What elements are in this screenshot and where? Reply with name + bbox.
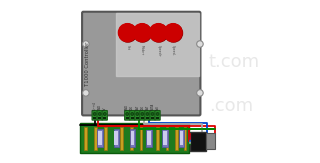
FancyBboxPatch shape: [140, 111, 145, 120]
Circle shape: [98, 112, 101, 115]
Text: CLK: CLK: [140, 105, 144, 110]
Bar: [156, 117, 159, 119]
Bar: [163, 129, 168, 147]
Bar: [151, 117, 154, 119]
Circle shape: [197, 41, 203, 47]
Bar: [126, 117, 129, 119]
FancyBboxPatch shape: [135, 111, 140, 120]
Bar: [98, 117, 101, 119]
Text: CLK: CLK: [130, 105, 134, 110]
Bar: [93, 117, 96, 119]
Bar: [141, 117, 144, 119]
Text: 5VE: 5VE: [156, 105, 160, 110]
Text: DAT: DAT: [135, 105, 139, 110]
Text: GND: GND: [98, 104, 102, 110]
Text: t.com: t.com: [209, 53, 260, 71]
Text: b: b: [80, 97, 92, 115]
Bar: [97, 129, 103, 147]
Text: .com: .com: [209, 97, 253, 115]
FancyBboxPatch shape: [145, 111, 150, 120]
Bar: [146, 129, 152, 147]
Text: DAT: DAT: [146, 105, 149, 110]
Circle shape: [197, 90, 203, 96]
Text: GND: GND: [125, 104, 129, 110]
Text: Set: Set: [125, 45, 129, 50]
FancyBboxPatch shape: [97, 111, 102, 120]
Circle shape: [136, 112, 139, 115]
Circle shape: [103, 112, 106, 115]
Bar: [180, 131, 183, 145]
Polygon shape: [116, 13, 199, 76]
Text: NOTA: NOTA: [150, 103, 155, 110]
Bar: [166, 127, 168, 150]
Circle shape: [133, 24, 152, 42]
Bar: [98, 131, 102, 145]
FancyBboxPatch shape: [155, 111, 160, 120]
Bar: [120, 127, 123, 150]
Bar: [104, 127, 107, 150]
Bar: [130, 127, 132, 150]
Bar: [114, 131, 118, 145]
Bar: [94, 127, 97, 150]
Circle shape: [150, 24, 168, 42]
Circle shape: [133, 24, 151, 42]
FancyBboxPatch shape: [150, 111, 155, 120]
Circle shape: [164, 24, 182, 42]
Circle shape: [93, 112, 96, 115]
Circle shape: [141, 112, 144, 115]
FancyBboxPatch shape: [124, 111, 130, 120]
Bar: [131, 131, 134, 145]
Bar: [184, 127, 187, 150]
Bar: [206, 133, 215, 149]
Circle shape: [151, 112, 154, 115]
Bar: [84, 127, 87, 150]
Text: Mode+: Mode+: [140, 45, 144, 55]
Text: -5~+4: -5~+4: [92, 101, 97, 110]
Circle shape: [149, 24, 167, 42]
Bar: [179, 129, 184, 147]
Bar: [131, 117, 134, 119]
Circle shape: [119, 24, 137, 42]
Circle shape: [131, 112, 134, 115]
FancyBboxPatch shape: [92, 111, 97, 120]
Bar: [80, 123, 189, 153]
Circle shape: [83, 41, 89, 47]
Bar: [130, 129, 135, 147]
Bar: [163, 131, 167, 145]
Bar: [114, 129, 119, 147]
Text: bb: bb: [80, 53, 103, 71]
FancyBboxPatch shape: [82, 12, 200, 115]
Bar: [140, 127, 142, 150]
Bar: [136, 117, 139, 119]
Text: Speed-: Speed-: [171, 45, 175, 55]
Circle shape: [146, 112, 149, 115]
Text: Speed+: Speed+: [156, 45, 160, 57]
Bar: [147, 131, 151, 145]
Circle shape: [126, 112, 129, 115]
Circle shape: [156, 112, 159, 115]
Circle shape: [118, 24, 136, 42]
Bar: [103, 117, 106, 119]
FancyBboxPatch shape: [130, 111, 135, 120]
Bar: [190, 132, 206, 151]
Circle shape: [164, 24, 182, 42]
Bar: [146, 117, 149, 119]
Bar: [156, 127, 159, 150]
Circle shape: [83, 90, 89, 96]
FancyBboxPatch shape: [102, 111, 107, 120]
Text: 5V: 5V: [103, 107, 107, 110]
Bar: [175, 127, 178, 150]
Text: T1000 Controller: T1000 Controller: [85, 41, 91, 86]
